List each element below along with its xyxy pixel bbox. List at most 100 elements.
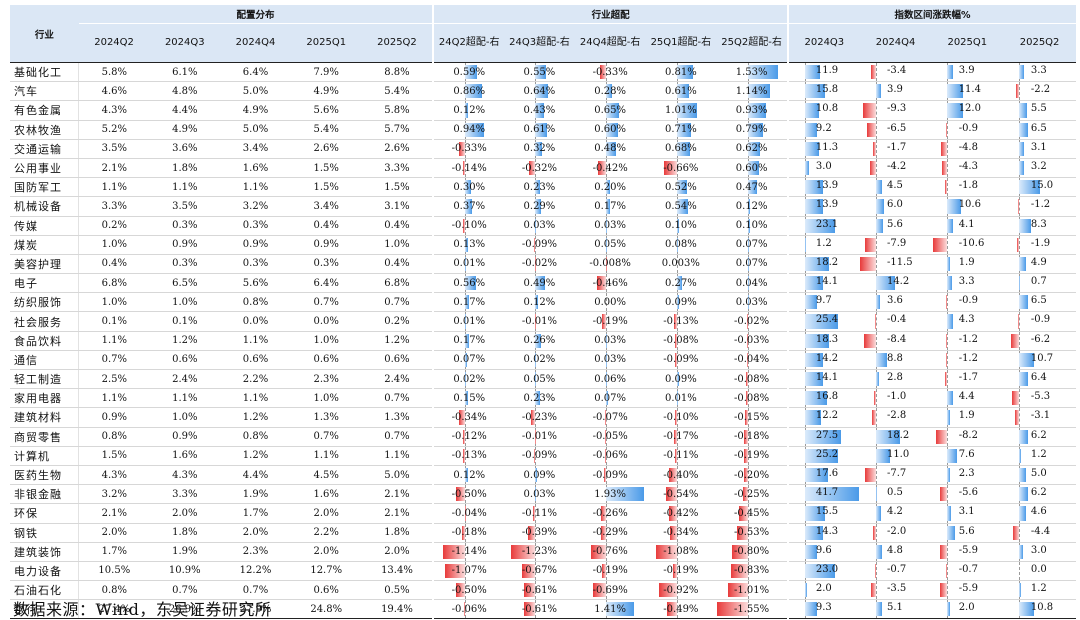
- cell-value: 11.4: [958, 84, 981, 96]
- positive-data-bar: [606, 84, 612, 99]
- overweight-cell: 0.09%: [504, 465, 575, 486]
- cell-value: 0.07%: [594, 392, 627, 404]
- positive-data-bar: [676, 122, 691, 137]
- overweight-cell: 0.61%: [645, 81, 717, 102]
- index-return-cell: -9.3: [859, 100, 932, 121]
- cell-value: -2.8: [886, 410, 907, 422]
- positive-data-bar: [875, 544, 883, 559]
- cell-value: -0.18%: [451, 527, 487, 539]
- industry-name: 石油石化: [10, 580, 80, 601]
- zero-axis-line: [1019, 197, 1021, 216]
- allocation-cell: 3.4%: [220, 139, 291, 159]
- negative-data-bar: [655, 544, 677, 559]
- cell-value: 0.17%: [594, 200, 627, 212]
- cell-value: -0.4: [886, 314, 907, 326]
- overweight-cell: -1.07%: [432, 561, 505, 582]
- industry-name: 电子: [10, 273, 80, 294]
- cell-value: -0.03%: [734, 335, 770, 347]
- positive-data-bar: [804, 276, 824, 291]
- cell-value: 23.0: [815, 563, 839, 575]
- cell-value: 4.2: [886, 506, 903, 518]
- positive-data-bar: [606, 199, 610, 214]
- cell-value: 0.71%: [664, 124, 697, 136]
- allocation-cell: 2.1%: [361, 503, 434, 524]
- overweight-cell: -0.40%: [645, 465, 717, 486]
- zero-axis-line: [606, 446, 608, 465]
- negative-data-bar: [744, 429, 748, 444]
- cell-value: 0.03%: [594, 354, 627, 366]
- zero-axis-line: [747, 504, 749, 523]
- index-return-cell: 10.7: [1003, 350, 1076, 371]
- overweight-cell: 0.10%: [716, 216, 788, 236]
- positive-data-bar: [606, 391, 608, 406]
- zero-axis-line: [747, 600, 749, 619]
- zero-axis-line: [875, 465, 877, 485]
- negative-data-bar: [602, 563, 607, 579]
- positive-data-bar: [947, 448, 958, 463]
- positive-data-bar: [606, 372, 608, 387]
- cell-value: 0.28%: [594, 85, 627, 97]
- negative-data-bar: [674, 448, 677, 463]
- overweight-cell: -0.20%: [716, 465, 788, 486]
- industry-name: 通信: [10, 350, 80, 371]
- overweight-cell: -0.03%: [716, 331, 788, 351]
- overweight-cell: -0.23%: [504, 407, 575, 428]
- positive-data-bar: [535, 180, 540, 195]
- positive-data-bar: [947, 314, 954, 329]
- zero-axis-line: [875, 139, 877, 158]
- cell-value: 4.4: [958, 391, 975, 403]
- cell-value: 0.12%: [523, 296, 556, 308]
- cell-value: 5.5: [1030, 103, 1047, 115]
- zero-axis-line: [747, 389, 749, 408]
- positive-data-bar: [804, 141, 820, 156]
- industry-name: 计算机: [10, 446, 80, 466]
- group-title-overweight: 行业超配: [432, 5, 788, 24]
- zero-axis-line: [747, 542, 749, 561]
- zero-axis-line: [747, 312, 749, 331]
- zero-axis-line: [676, 523, 678, 542]
- cell-value: -7.7: [886, 467, 907, 479]
- zero-axis-line: [875, 312, 877, 331]
- zero-axis-line: [465, 504, 467, 523]
- cell-value: 0.26%: [523, 335, 556, 347]
- cell-value: -0.33%: [451, 143, 487, 155]
- positive-data-bar: [1019, 429, 1028, 444]
- cell-value: 0.02%: [523, 354, 556, 366]
- zero-axis-line: [535, 446, 537, 465]
- positive-data-bar: [1019, 160, 1024, 176]
- overweight-cell: 0.55%: [504, 62, 575, 83]
- cell-value: -7.9: [886, 237, 907, 249]
- cell-value: -0.19%: [663, 565, 699, 577]
- cell-value: 7.6: [958, 448, 975, 460]
- cell-value: -0.04%: [734, 354, 770, 366]
- allocation-cell: 19.4%: [361, 599, 434, 620]
- zero-axis-line: [1019, 408, 1021, 427]
- overweight-cell: -0.19%: [574, 311, 646, 332]
- allocation-cell: 4.3%: [78, 465, 150, 486]
- cell-value: -0.05%: [592, 431, 628, 443]
- overweight-cell: 0.01%: [645, 388, 717, 409]
- overweight-cell: 0.12%: [432, 100, 505, 121]
- index-return-cell: 4.5: [859, 177, 932, 198]
- positive-data-bar: [1019, 180, 1040, 195]
- index-return-cell: 14.2: [786, 350, 860, 371]
- allocation-cell: 2.3%: [290, 369, 362, 390]
- positive-data-bar: [875, 199, 884, 214]
- table-row: 计算机 1.5% 1.6% 1.2% 1.1% 1.1% -0.13% -0.09% -0.06…: [10, 446, 1076, 466]
- negative-data-bar: [1013, 525, 1020, 540]
- allocation-cell: 6.8%: [78, 273, 150, 294]
- cell-value: 5.1: [886, 602, 903, 614]
- index-return-cell: -5.6: [931, 484, 1004, 505]
- overweight-cell: 0.86%: [432, 81, 505, 102]
- overweight-cell: -0.50%: [432, 580, 505, 601]
- allocation-cell: 1.0%: [78, 235, 150, 255]
- cell-value: 18.3: [815, 333, 839, 345]
- cell-value: 13.9: [815, 180, 839, 192]
- cell-value: 0.64%: [523, 85, 556, 97]
- positive-data-bar: [875, 429, 900, 444]
- positive-data-bar: [804, 218, 835, 233]
- overweight-cell: -0.05%: [574, 427, 646, 447]
- allocation-cell: 0.8%: [220, 292, 291, 313]
- industry-name: 建筑装饰: [10, 542, 80, 562]
- zero-axis-line: [465, 600, 467, 619]
